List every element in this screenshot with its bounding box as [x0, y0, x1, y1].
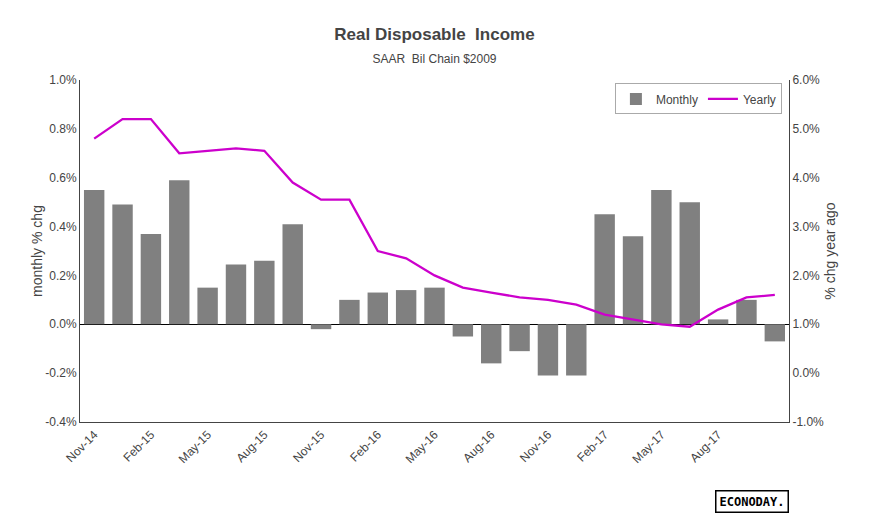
svg-text:-1.0%: -1.0% [792, 415, 824, 429]
svg-text:6.0%: 6.0% [792, 73, 820, 87]
svg-text:0.2%: 0.2% [49, 269, 77, 283]
svg-text:-0.2%: -0.2% [45, 366, 77, 380]
svg-text:Nov-15: Nov-15 [290, 428, 327, 465]
svg-text:Aug-16: Aug-16 [460, 428, 497, 465]
svg-text:Yearly: Yearly [743, 93, 776, 107]
svg-text:SAAR Bil Chain $2009: SAAR Bil Chain $2009 [372, 52, 496, 66]
svg-text:1.0%: 1.0% [49, 73, 77, 87]
svg-text:Feb-16: Feb-16 [347, 428, 384, 465]
svg-text:0.4%: 0.4% [49, 220, 77, 234]
svg-text:May-17: May-17 [630, 428, 668, 466]
svg-text:1.0%: 1.0% [792, 317, 820, 331]
svg-text:Nov-16: Nov-16 [517, 428, 554, 465]
svg-text:3.0%: 3.0% [792, 220, 820, 234]
svg-text:Real Disposable Income: Real Disposable Income [334, 25, 534, 44]
svg-text:-0.4%: -0.4% [45, 415, 77, 429]
svg-text:0.0%: 0.0% [792, 366, 820, 380]
svg-text:0.0%: 0.0% [49, 317, 77, 331]
svg-text:Feb-15: Feb-15 [120, 428, 157, 465]
svg-text:monthly % chg: monthly % chg [29, 205, 45, 297]
svg-text:Feb-17: Feb-17 [574, 428, 611, 465]
svg-text:May-16: May-16 [403, 428, 441, 466]
svg-text:Aug-15: Aug-15 [233, 428, 270, 465]
svg-text:4.0%: 4.0% [792, 171, 820, 185]
svg-text:0.6%: 0.6% [49, 171, 77, 185]
svg-text:0.8%: 0.8% [49, 122, 77, 136]
svg-text:ECONODAY.: ECONODAY. [720, 495, 785, 509]
svg-text:2.0%: 2.0% [792, 269, 820, 283]
svg-text:5.0%: 5.0% [792, 122, 820, 136]
svg-text:Aug-17: Aug-17 [687, 428, 724, 465]
svg-text:% chg year ago: % chg year ago [822, 202, 838, 299]
svg-text:Nov-14: Nov-14 [63, 428, 100, 465]
svg-text:Monthly: Monthly [656, 93, 698, 107]
svg-text:May-15: May-15 [176, 428, 214, 466]
